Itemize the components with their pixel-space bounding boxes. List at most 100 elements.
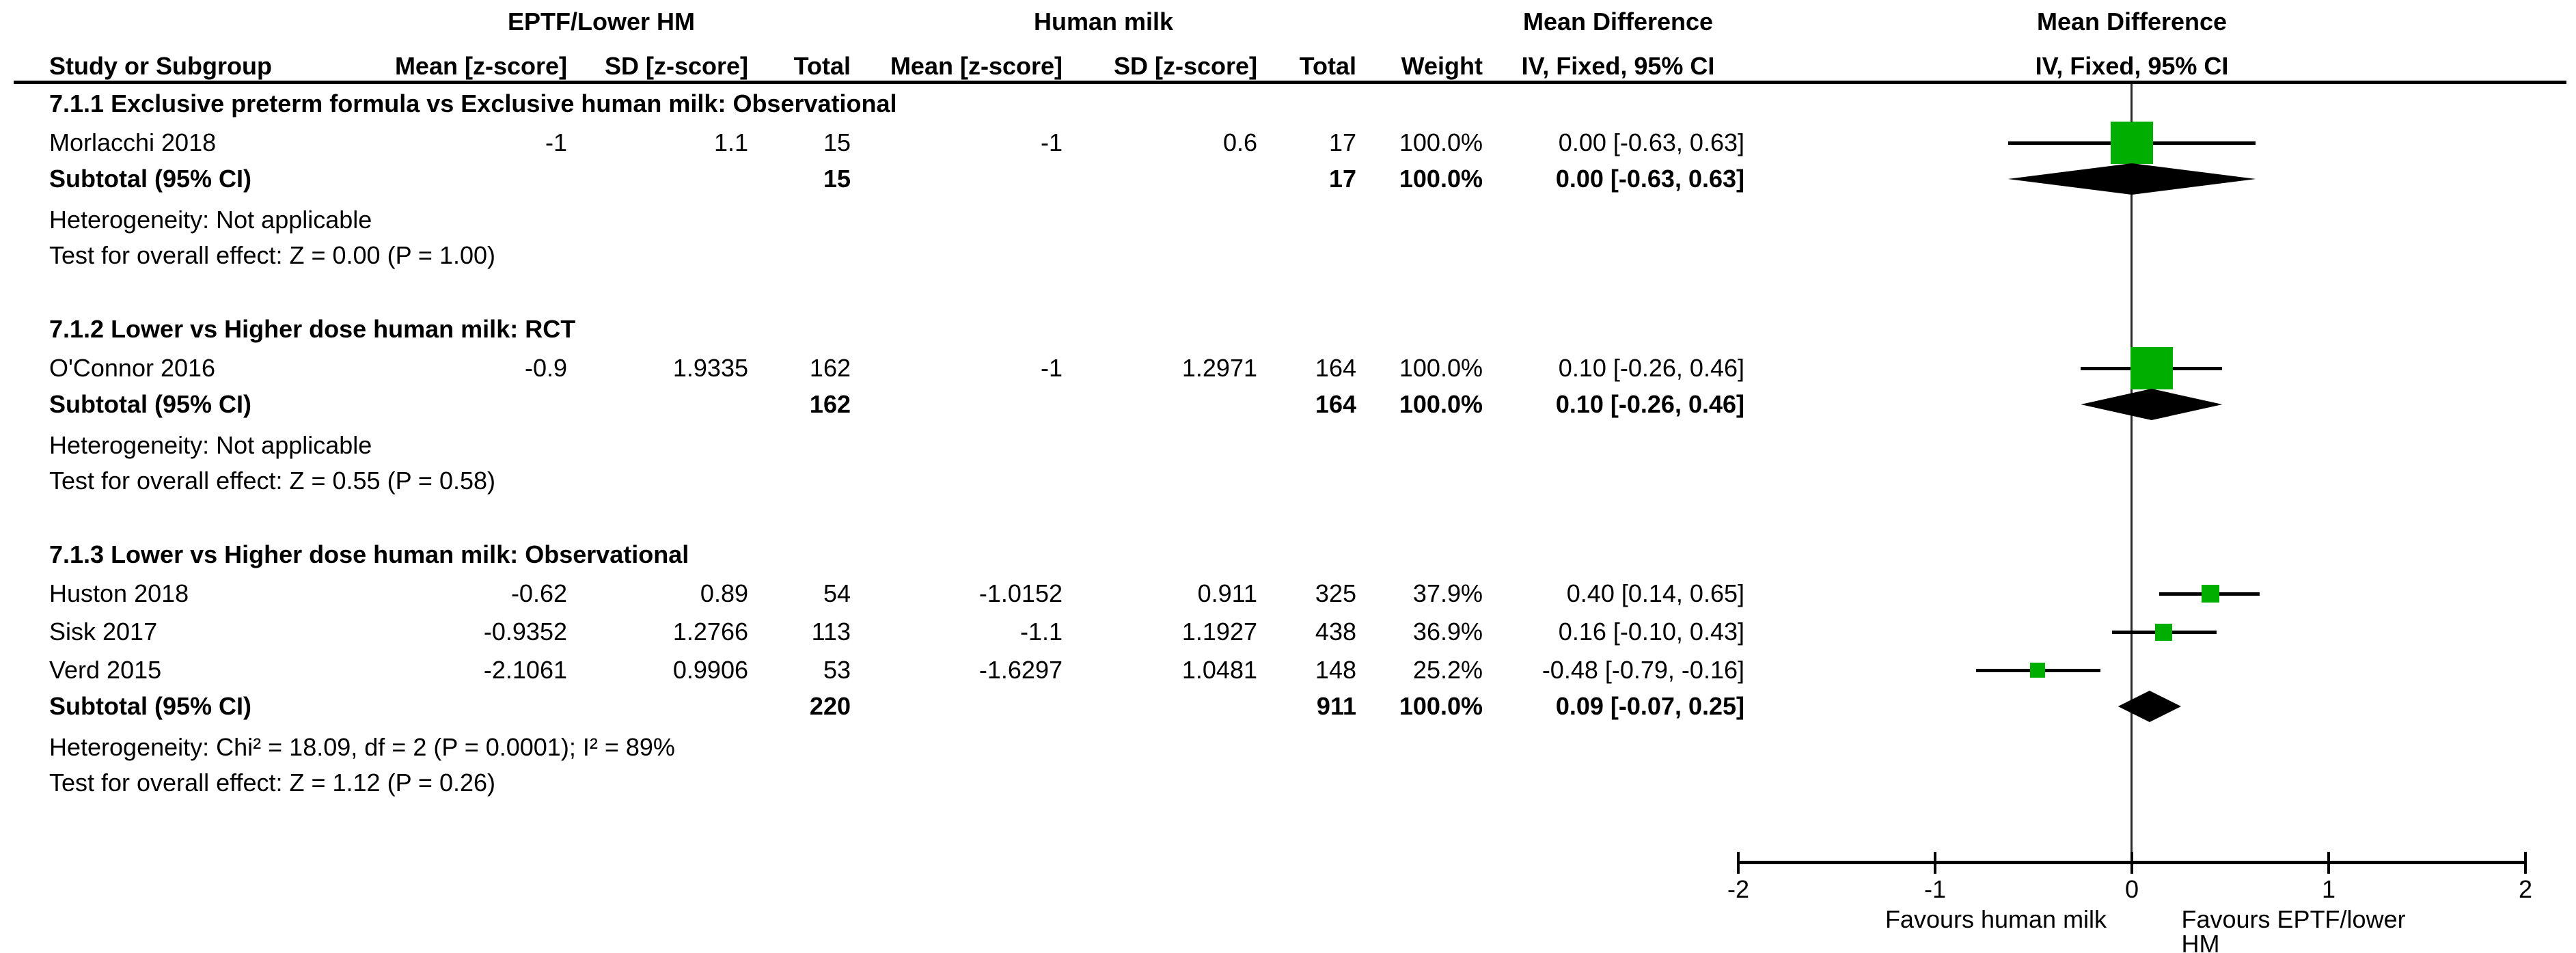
axis-tick-mark [1934,852,1936,874]
study-sd2: 1.1927 [1181,618,1257,646]
subtotal-total1: 15 [823,165,851,193]
study-name: Morlacchi 2018 [49,128,217,156]
favours-right-label: Favours EPTF/lower HM [2181,905,2406,953]
study-sd1: 0.9906 [672,656,748,684]
study-total2: 17 [1328,128,1356,156]
study-total1: 162 [809,354,851,382]
study-weight: 100.0% [1399,354,1483,382]
study-sd2: 1.2971 [1181,354,1257,382]
col-header-sd1: SD [z-score] [604,52,748,80]
subgroup-title: 7.1.2 Lower vs Higher dose human milk: R… [49,315,576,343]
col-header-mean1: Mean [z-score] [394,52,567,80]
axis-tick-label: 1 [2321,875,2336,903]
study-ci-text: -0.48 [-0.79, -0.16] [1542,656,1744,684]
study-name: Sisk 2017 [49,618,158,646]
study-total1: 54 [823,579,851,607]
col-header-weight: Weight [1401,52,1483,80]
subtotal-diamond [2008,163,2256,195]
subtotal-total1: 162 [809,390,851,418]
study-mean1: -2.1061 [483,656,567,684]
overall-effect-test-text: Test for overall effect: Z = 1.12 (P = 0… [49,769,496,797]
col-header-study: Study or Subgroup [49,52,272,80]
study-ci-text: 0.40 [0.14, 0.65] [1566,579,1744,607]
study-sd1: 1.9335 [672,354,748,382]
study-mean2: -1 [1040,128,1063,156]
subtotal-weight: 100.0% [1399,390,1483,418]
study-mean2: -1.0152 [978,579,1063,607]
point-estimate-square [2130,347,2173,389]
axis-tick-mark [2130,852,2133,874]
header-mean-difference-text-column: Mean Difference [1522,8,1714,36]
study-total2: 438 [1315,618,1356,646]
subtotal-label: Subtotal (95% CI) [49,165,252,193]
col-header-sd2: SD [z-score] [1113,52,1257,80]
study-ci-text: 0.16 [-0.10, 0.43] [1558,618,1744,646]
study-mean2: -1.1 [1019,618,1063,646]
subtotal-diamond [2081,389,2223,420]
group-header-human-milk: Human milk [1033,8,1174,36]
point-estimate-square [2029,663,2045,678]
subtotal-total2: 911 [1316,692,1356,720]
study-total2: 148 [1315,656,1356,684]
header-mean-difference-plot-column: Mean Difference [2036,8,2228,36]
axis-tick-label: -2 [1727,875,1750,903]
subtotal-weight: 100.0% [1399,692,1483,720]
point-estimate-square [2154,623,2172,641]
heterogeneity-text: Heterogeneity: Not applicable [49,431,372,459]
zero-effect-line [2130,84,2133,862]
study-mean2: -1.6297 [978,656,1063,684]
point-estimate-square [2202,585,2220,603]
col-header-total1: Total [793,52,851,80]
study-mean1: -0.9 [524,354,567,382]
subtotal-diamond [2118,691,2181,722]
axis-tick-label: -1 [1923,875,1947,903]
study-weight: 100.0% [1399,128,1483,156]
study-weight: 36.9% [1412,618,1483,646]
study-mean2: -1 [1040,354,1063,382]
point-estimate-square [2111,122,2153,164]
study-ci-text: 0.10 [-0.26, 0.46] [1558,354,1744,382]
col-header-mean2: Mean [z-score] [890,52,1063,80]
study-sd1: 0.89 [700,579,748,607]
header-divider-line [14,81,2566,84]
col-header-ci-plot: IV, Fixed, 95% CI [2035,52,2229,80]
axis-tick-mark [2327,852,2330,874]
study-name: Verd 2015 [49,656,162,684]
col-header-ci-text: IV, Fixed, 95% CI [1521,52,1715,80]
subtotal-ci-text: 0.00 [-0.63, 0.63] [1555,165,1744,193]
axis-tick-label: 2 [2518,875,2533,903]
overall-effect-test-text: Test for overall effect: Z = 0.00 (P = 1… [49,241,496,269]
subtotal-total2: 17 [1328,165,1356,193]
subtotal-total2: 164 [1315,390,1356,418]
subtotal-total1: 220 [809,692,851,720]
subtotal-weight: 100.0% [1399,165,1483,193]
subtotal-label: Subtotal (95% CI) [49,692,252,720]
study-total1: 15 [823,128,851,156]
study-name: O'Connor 2016 [49,354,216,382]
study-weight: 25.2% [1412,656,1483,684]
axis-tick-mark [2524,852,2527,874]
group-header-eptf-lower-hm: EPTF/Lower HM [507,8,696,36]
study-total1: 53 [823,656,851,684]
subtotal-label: Subtotal (95% CI) [49,390,252,418]
subtotal-ci-text: 0.10 [-0.26, 0.46] [1555,390,1744,418]
study-sd2: 0.911 [1197,579,1257,607]
study-mean1: -0.9352 [483,618,567,646]
overall-effect-test-text: Test for overall effect: Z = 0.55 (P = 0… [49,467,496,495]
study-mean1: -0.62 [510,579,567,607]
study-total2: 164 [1315,354,1356,382]
study-ci-text: 0.00 [-0.63, 0.63] [1558,128,1744,156]
subgroup-title: 7.1.1 Exclusive preterm formula vs Exclu… [49,89,897,118]
axis-tick-mark [1737,852,1740,874]
study-total1: 113 [811,618,851,646]
study-sd1: 1.2766 [672,618,748,646]
study-mean1: -1 [545,128,567,156]
col-header-total2: Total [1299,52,1356,80]
heterogeneity-text: Heterogeneity: Chi² = 18.09, df = 2 (P =… [49,733,675,761]
study-sd2: 1.0481 [1181,656,1257,684]
subgroup-title: 7.1.3 Lower vs Higher dose human milk: O… [49,540,689,568]
study-sd1: 1.1 [713,128,748,156]
subtotal-ci-text: 0.09 [-0.07, 0.25] [1555,692,1744,720]
study-total2: 325 [1315,579,1356,607]
